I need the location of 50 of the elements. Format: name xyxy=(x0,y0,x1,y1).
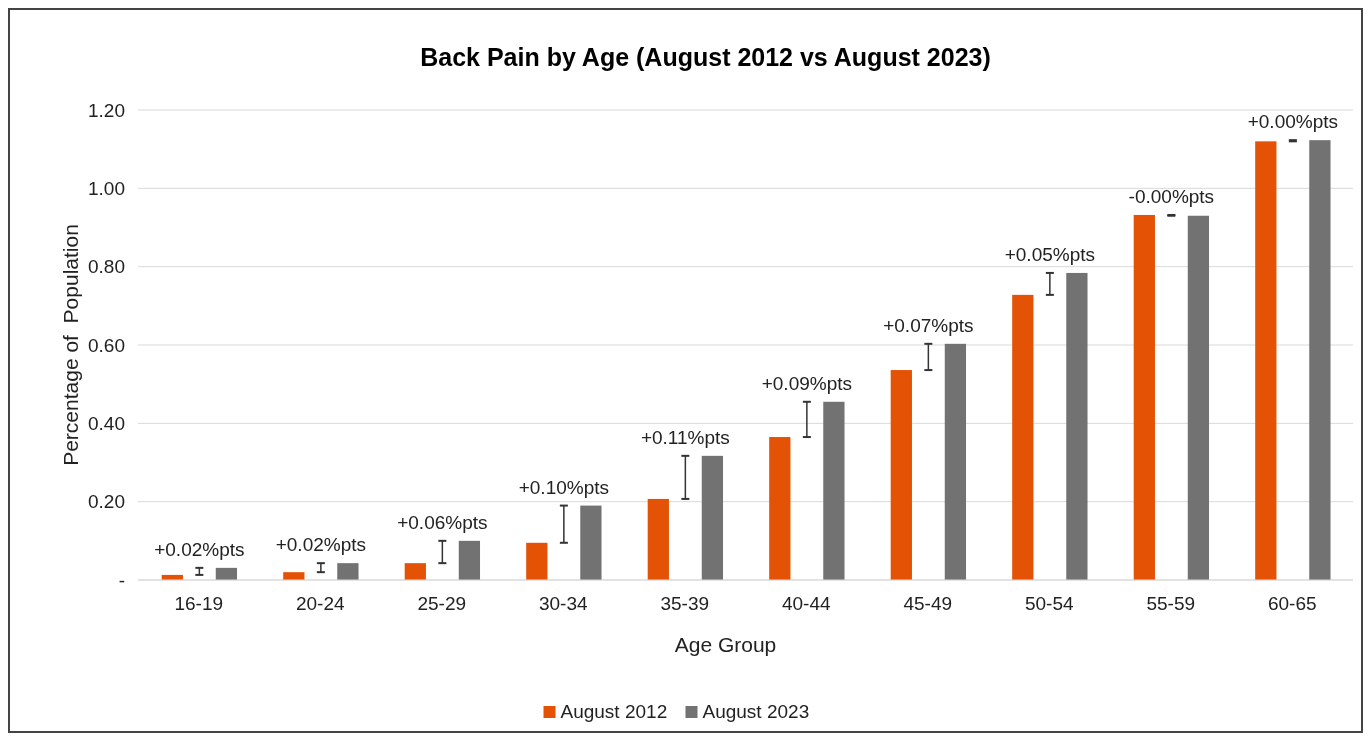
annotation: +0.10%pts xyxy=(518,476,610,498)
x-tick-label: 45-49 xyxy=(903,593,953,614)
y-tick-label: 1.20 xyxy=(88,99,125,121)
y-tick-label: 0.20 xyxy=(88,491,125,513)
annotation: +0.11%pts xyxy=(640,426,730,448)
annotation: +0.05%pts xyxy=(1004,243,1096,265)
annotation: -0.00%pts xyxy=(1128,185,1215,207)
bar xyxy=(647,498,669,580)
bar xyxy=(337,563,359,580)
bar xyxy=(458,540,481,580)
bar xyxy=(1133,214,1155,580)
legend-label: August 2012 xyxy=(560,701,668,722)
bar xyxy=(1066,272,1088,580)
bar xyxy=(404,563,426,580)
y-axis-title: Percentage of Population xyxy=(59,224,82,466)
bar xyxy=(1309,140,1331,580)
y-tick-label: 0.80 xyxy=(88,256,125,278)
annotation: +0.02%pts xyxy=(275,534,367,556)
annotation: +0.09%pts xyxy=(761,372,853,394)
bar xyxy=(769,437,791,580)
bar xyxy=(1012,294,1034,580)
bar xyxy=(526,542,548,580)
bar xyxy=(944,343,967,580)
y-tick-label: - xyxy=(118,569,125,591)
x-axis-title: Age Group xyxy=(674,633,777,656)
annotation: +0.06%pts xyxy=(397,511,488,533)
y-tick-label: 1.00 xyxy=(88,177,125,199)
bar xyxy=(580,505,602,580)
x-tick-label: 25-29 xyxy=(417,593,467,614)
x-tick-label: 30-34 xyxy=(538,593,588,614)
bar xyxy=(890,370,912,580)
x-tick-label: 35-39 xyxy=(660,593,710,614)
annotation: +0.07%pts xyxy=(883,314,974,336)
x-tick-label: 20-24 xyxy=(295,593,345,614)
y-tick-label: 0.40 xyxy=(88,412,125,434)
x-tick-label: 50-54 xyxy=(1024,593,1074,614)
x-tick-label: 40-44 xyxy=(781,593,831,614)
x-tick-label: 16-19 xyxy=(174,593,224,614)
bar xyxy=(1255,141,1277,580)
annotation: +0.02%pts xyxy=(154,538,245,560)
y-tick-label: 0.60 xyxy=(88,334,125,356)
bar xyxy=(823,401,845,580)
x-tick-label: 60-65 xyxy=(1267,593,1317,614)
bar xyxy=(1187,215,1210,580)
legend-label: August 2023 xyxy=(702,701,810,722)
annotation: +0.00%pts xyxy=(1247,111,1339,133)
chart-title: Back Pain by Age (August 2012 vs August 2023) xyxy=(420,43,991,71)
x-tick-label: 55-59 xyxy=(1146,593,1196,614)
bar xyxy=(215,567,238,580)
bar xyxy=(701,455,724,580)
